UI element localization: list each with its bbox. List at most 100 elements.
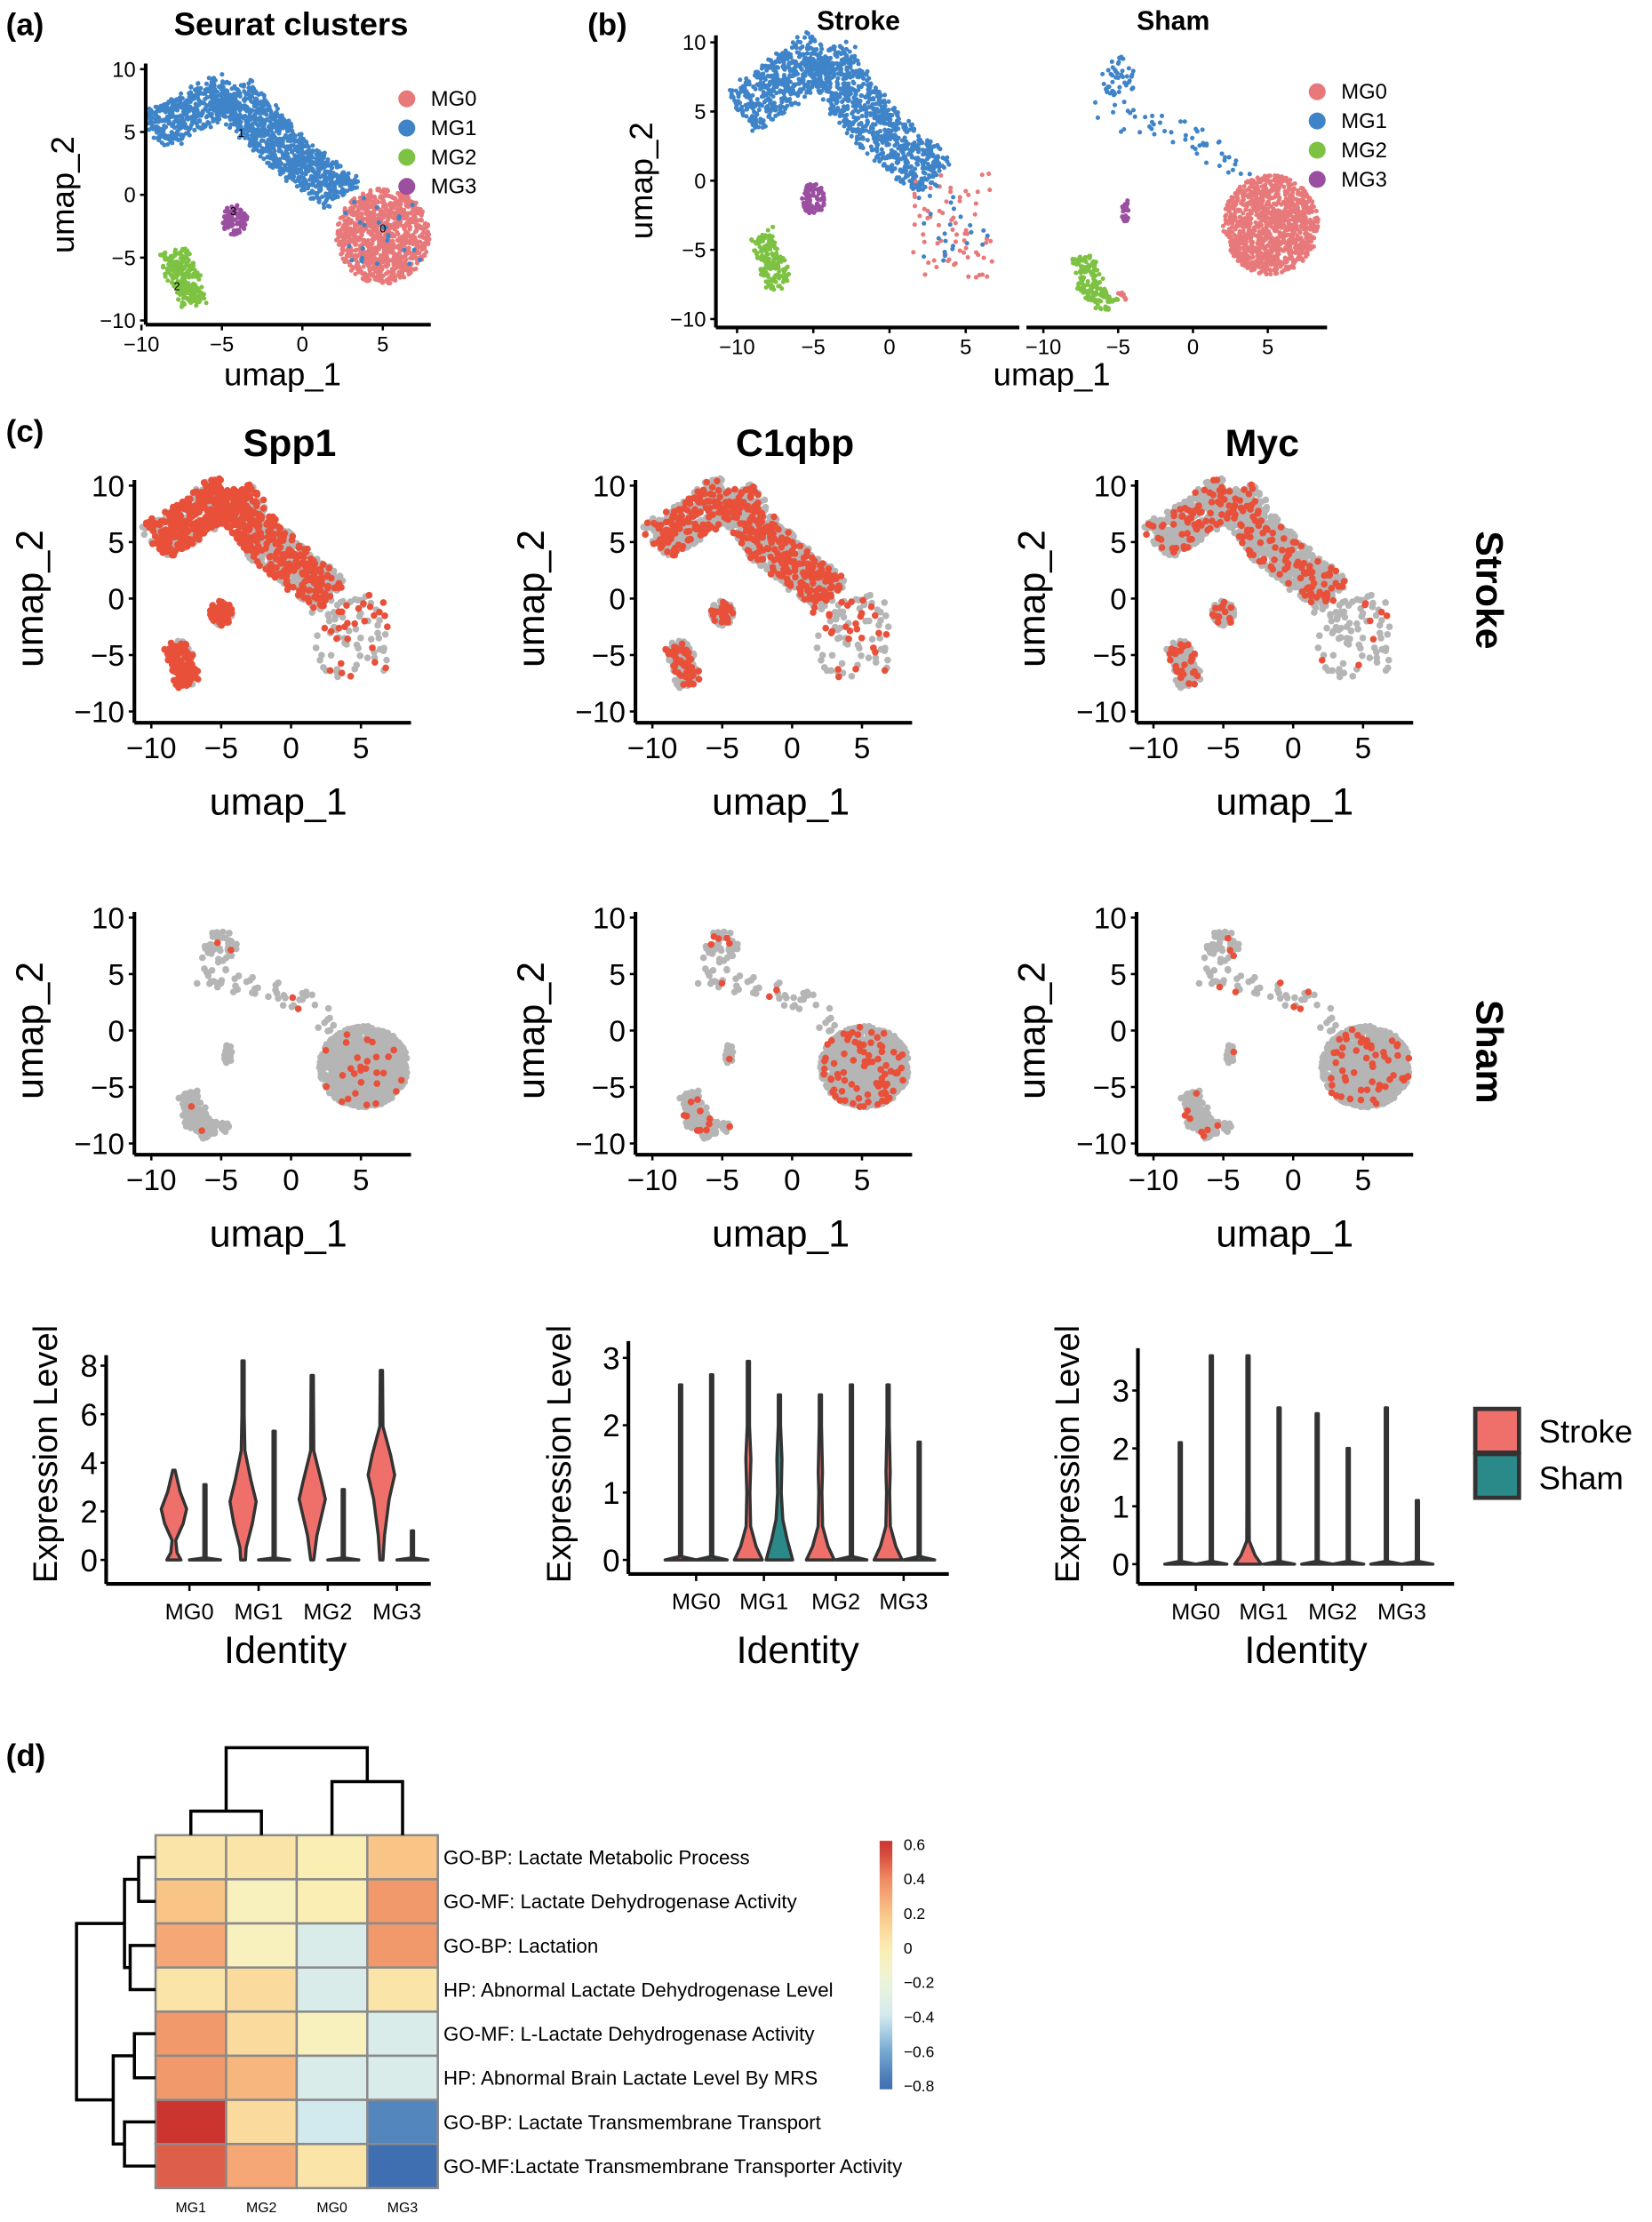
umap-point	[357, 220, 363, 225]
umap-point	[895, 175, 900, 180]
umap-point	[257, 143, 262, 148]
umap-point	[306, 153, 311, 158]
umap-point	[810, 84, 815, 90]
umap-point	[295, 171, 300, 176]
umap-point	[768, 108, 773, 114]
umap-point	[981, 228, 986, 233]
umap-point	[899, 138, 905, 143]
umap-point	[785, 56, 790, 61]
umap-point	[794, 35, 800, 40]
umap-point	[248, 143, 253, 148]
umap-point	[804, 68, 810, 73]
umap-point	[349, 208, 355, 213]
umap-point	[328, 189, 333, 195]
umap-point	[273, 102, 279, 108]
umap-point	[168, 253, 173, 259]
umap-point	[962, 231, 968, 236]
umap-point	[267, 150, 273, 156]
umap-point	[326, 183, 331, 188]
umap-point	[246, 89, 251, 94]
umap-point	[927, 172, 932, 178]
umap-point	[227, 116, 233, 123]
umap-point	[377, 186, 382, 192]
umap-point	[898, 179, 904, 184]
umap-point	[853, 92, 858, 98]
umap-point	[757, 102, 762, 108]
umap-point	[299, 135, 304, 140]
umap-point	[198, 85, 204, 91]
umap-point	[374, 251, 379, 256]
umap-point	[763, 92, 769, 98]
umap-point	[922, 272, 928, 277]
umap-point	[154, 127, 159, 132]
umap-point	[920, 140, 925, 146]
umap-point	[180, 246, 186, 252]
umap-point	[963, 245, 969, 251]
umap-point	[875, 90, 881, 95]
umap-point	[886, 141, 891, 148]
umap-point	[366, 228, 371, 234]
umap-point	[892, 150, 898, 156]
umap-point	[292, 133, 298, 139]
umap-point	[151, 135, 156, 140]
umap-point	[359, 259, 364, 264]
umap-point	[237, 91, 243, 97]
umap-point	[802, 35, 808, 40]
umap-point	[403, 203, 409, 208]
umap-point	[235, 104, 241, 109]
umap-point	[872, 116, 877, 121]
y-tick-label: 0	[124, 184, 136, 208]
umap-point	[211, 84, 216, 90]
umap-point	[899, 156, 905, 162]
umap-point	[347, 262, 353, 268]
umap-point	[283, 175, 289, 180]
umap-point	[250, 84, 256, 90]
umap-point	[770, 75, 775, 80]
umap-point	[277, 123, 283, 128]
umap-point	[979, 272, 986, 277]
umap-point	[764, 64, 770, 69]
umap-point	[290, 148, 295, 154]
umap-point	[184, 112, 189, 117]
umap-point	[310, 168, 315, 174]
umap-point	[858, 92, 864, 99]
umap-point	[909, 153, 914, 158]
umap-point	[407, 227, 412, 232]
umap-point	[927, 141, 932, 148]
umap-point	[771, 260, 777, 266]
y-axis-label-a: umap_2	[44, 136, 81, 253]
umap-point	[841, 104, 847, 109]
umap-point	[809, 67, 814, 72]
umap-point	[786, 61, 792, 67]
umap-point	[969, 229, 974, 235]
umap-point	[201, 123, 206, 128]
umap-point	[264, 108, 269, 114]
umap-point	[180, 300, 185, 306]
umap-point	[379, 279, 384, 284]
umap-point	[758, 74, 763, 79]
umap-point	[320, 194, 325, 199]
umap-point	[800, 44, 805, 50]
umap-point	[251, 114, 257, 119]
umap-point	[361, 264, 366, 269]
umap-point	[298, 166, 303, 172]
umap-point	[180, 132, 186, 138]
umap-point	[178, 137, 183, 142]
umap-point	[1267, 173, 1273, 179]
umap-point	[354, 237, 359, 243]
umap-point	[818, 70, 824, 76]
y-tick-label: 10	[112, 58, 136, 82]
umap-point	[770, 104, 775, 109]
umap-point	[813, 181, 818, 187]
umap-point	[211, 76, 217, 81]
umap-point	[307, 177, 313, 182]
umap-point	[868, 90, 874, 96]
x-axis-label-a: umap_1	[224, 356, 341, 393]
umap-point	[237, 112, 243, 117]
umap-point	[870, 122, 875, 127]
umap-point	[330, 180, 335, 185]
umap-point	[370, 218, 375, 223]
umap-point	[302, 177, 307, 182]
umap-point	[739, 110, 746, 116]
